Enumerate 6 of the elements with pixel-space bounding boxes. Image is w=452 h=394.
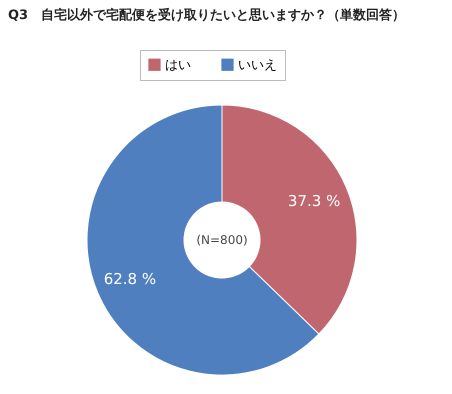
chart-title: Q3 自宅以外で宅配便を受け取りたいと思いますか？（単数回答） bbox=[8, 7, 406, 23]
legend-label: はい bbox=[165, 58, 191, 73]
text: (N=800) bbox=[196, 233, 248, 247]
legend-label: いいえ bbox=[238, 58, 277, 73]
data-label: 37.3 % bbox=[288, 192, 340, 210]
data-label: 62.8 % bbox=[104, 270, 156, 288]
